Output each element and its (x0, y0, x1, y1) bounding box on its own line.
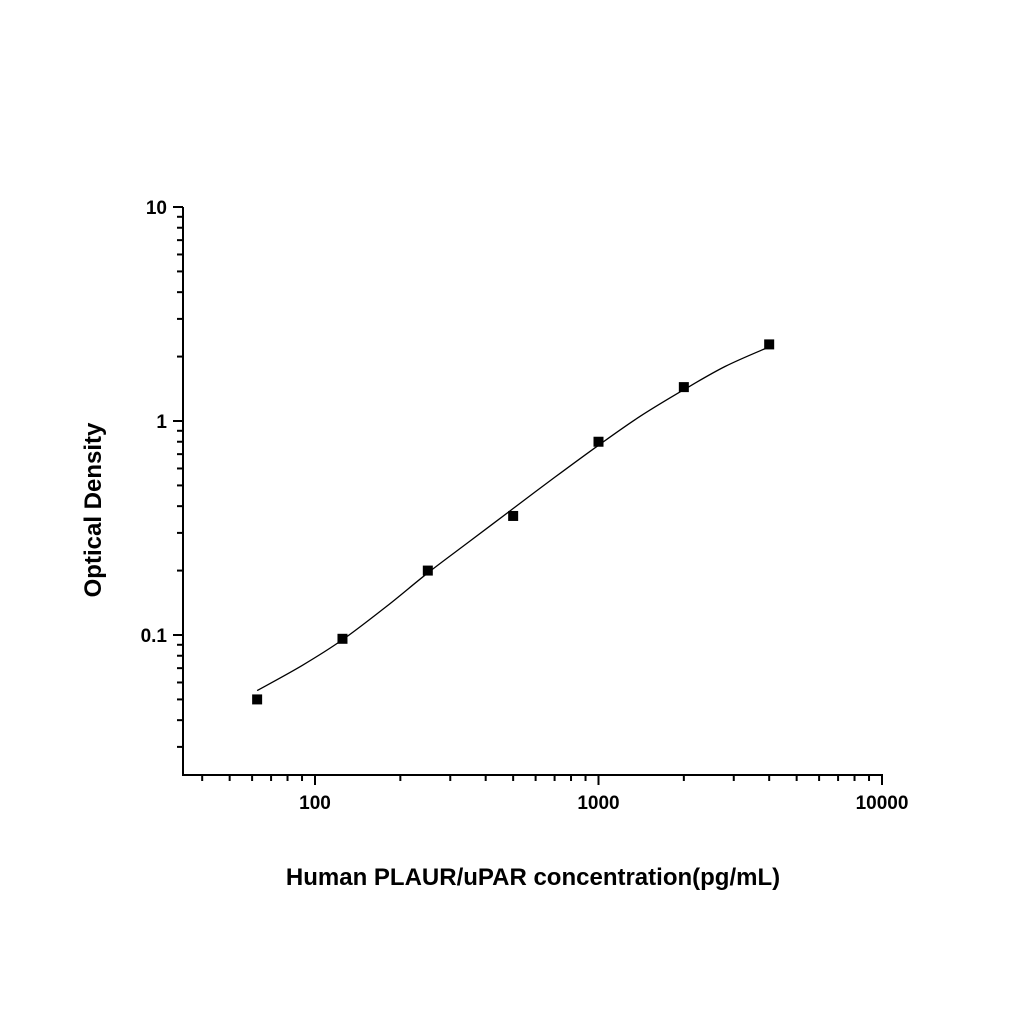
x-tick-label: 10000 (856, 793, 909, 814)
tick-labels: 100 1000 10000 0.1 1 10 (141, 198, 909, 814)
data-point (337, 633, 348, 644)
data-point (593, 436, 604, 447)
ticks (173, 206, 883, 785)
y-tick-label: 10 (146, 198, 167, 219)
data-point (678, 382, 689, 393)
data-point (422, 565, 433, 576)
y-tick-label: 1 (156, 412, 167, 433)
y-tick-label: 0.1 (141, 626, 168, 647)
axes (182, 207, 883, 776)
x-tick-label: 100 (299, 793, 331, 814)
x-tick-label: 1000 (577, 793, 619, 814)
y-axis-title: Optical Density (80, 422, 107, 597)
data-point (508, 510, 519, 521)
data-points (252, 339, 775, 705)
data-point (252, 694, 263, 705)
data-point (764, 339, 775, 350)
x-axis-title: Human PLAUR/uPAR concentration(pg/mL) (286, 864, 780, 891)
